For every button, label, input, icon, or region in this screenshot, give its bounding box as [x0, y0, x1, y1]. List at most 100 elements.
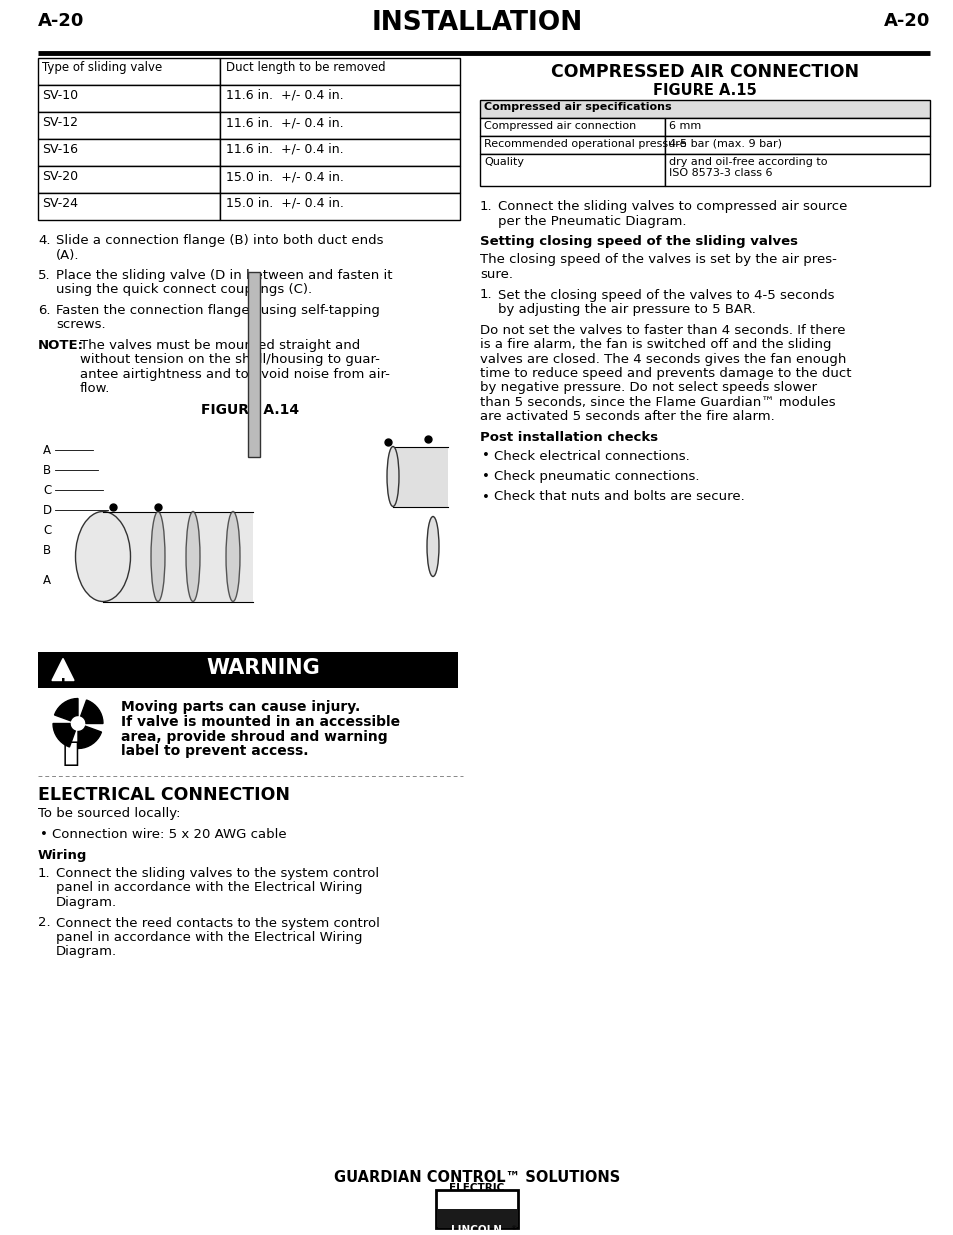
- Bar: [38, 652, 457, 688]
- Text: dry and oil-free according to: dry and oil-free according to: [668, 157, 826, 167]
- Text: WARNING: WARNING: [206, 657, 319, 678]
- Bar: [664, 154, 929, 186]
- Text: C: C: [43, 484, 51, 498]
- Text: SV-20: SV-20: [42, 170, 78, 183]
- Text: by negative pressure. Do not select speeds slower: by negative pressure. Do not select spee…: [479, 382, 816, 394]
- Text: antee airtightness and to avoid noise from air-: antee airtightness and to avoid noise fr…: [80, 368, 390, 382]
- Text: Place the sliding valve (D in between and fasten it: Place the sliding valve (D in between an…: [56, 269, 392, 282]
- Bar: [248, 272, 260, 457]
- Text: panel in accordance with the Electrical Wiring: panel in accordance with the Electrical …: [56, 931, 362, 944]
- Text: by adjusting the air pressure to 5 BAR.: by adjusting the air pressure to 5 BAR.: [497, 303, 755, 316]
- Bar: [38, 165, 220, 193]
- Text: B: B: [43, 464, 51, 478]
- Text: SV-10: SV-10: [42, 89, 78, 103]
- Bar: [479, 136, 664, 154]
- Bar: [479, 100, 929, 119]
- Text: SV-12: SV-12: [42, 116, 78, 128]
- Text: Connection wire: 5 x 20 AWG cable: Connection wire: 5 x 20 AWG cable: [52, 827, 286, 841]
- Text: screws.: screws.: [56, 319, 106, 331]
- Text: 2.: 2.: [38, 916, 51, 930]
- Ellipse shape: [151, 511, 165, 601]
- Text: Check electrical connections.: Check electrical connections.: [494, 450, 689, 462]
- Polygon shape: [81, 700, 103, 724]
- Text: label to prevent access.: label to prevent access.: [121, 745, 308, 758]
- Ellipse shape: [75, 511, 131, 601]
- Text: is a fire alarm, the fan is switched off and the sliding: is a fire alarm, the fan is switched off…: [479, 338, 831, 351]
- Text: A-20: A-20: [38, 12, 84, 30]
- Text: 15.0 in.  +/- 0.4 in.: 15.0 in. +/- 0.4 in.: [226, 198, 343, 210]
- Text: INSTALLATION: INSTALLATION: [371, 10, 582, 36]
- Text: 4-5 bar (max. 9 bar): 4-5 bar (max. 9 bar): [668, 140, 781, 149]
- Text: 15.0 in.  +/- 0.4 in.: 15.0 in. +/- 0.4 in.: [226, 170, 343, 183]
- Text: To be sourced locally:: To be sourced locally:: [38, 808, 180, 820]
- Text: Slide a connection flange (B) into both duct ends: Slide a connection flange (B) into both …: [56, 233, 383, 247]
- Text: 1.: 1.: [479, 200, 492, 212]
- Bar: [664, 119, 929, 136]
- Bar: [436, 1191, 517, 1228]
- Text: Compressed air specifications: Compressed air specifications: [483, 103, 671, 112]
- Bar: [664, 136, 929, 154]
- Text: ELECTRIC: ELECTRIC: [449, 1183, 504, 1193]
- Text: Diagram.: Diagram.: [56, 946, 117, 958]
- Text: NOTE:: NOTE:: [38, 338, 84, 352]
- Bar: [103, 511, 253, 601]
- Text: are activated 5 seconds after the fire alarm.: are activated 5 seconds after the fire a…: [479, 410, 774, 424]
- Text: Duct length to be removed: Duct length to be removed: [226, 61, 385, 74]
- Text: panel in accordance with the Electrical Wiring: panel in accordance with the Electrical …: [56, 882, 362, 894]
- Bar: [38, 85, 220, 112]
- Text: •: •: [40, 827, 48, 841]
- Text: •: •: [481, 450, 489, 462]
- Bar: [479, 119, 664, 136]
- Text: D: D: [43, 505, 52, 517]
- Text: time to reduce speed and prevents damage to the duct: time to reduce speed and prevents damage…: [479, 367, 851, 380]
- Text: valves are closed. The 4 seconds gives the fan enough: valves are closed. The 4 seconds gives t…: [479, 352, 845, 366]
- Polygon shape: [54, 699, 78, 721]
- Text: 11.6 in.  +/- 0.4 in.: 11.6 in. +/- 0.4 in.: [226, 143, 343, 156]
- Text: 1.: 1.: [479, 289, 492, 301]
- Text: Fasten the connection flanges using self-tapping: Fasten the connection flanges using self…: [56, 304, 379, 317]
- Text: A: A: [43, 445, 51, 457]
- Text: Moving parts can cause injury.: Moving parts can cause injury.: [121, 699, 360, 714]
- Text: Compressed air connection: Compressed air connection: [483, 121, 636, 131]
- Text: Connect the sliding valves to the system control: Connect the sliding valves to the system…: [56, 867, 378, 881]
- Text: SV-16: SV-16: [42, 143, 78, 156]
- Text: Set the closing speed of the valves to 4-5 seconds: Set the closing speed of the valves to 4…: [497, 289, 834, 301]
- Text: ISO 8573-3 class 6: ISO 8573-3 class 6: [668, 168, 772, 178]
- Text: Type of sliding valve: Type of sliding valve: [42, 61, 162, 74]
- Text: Connect the reed contacts to the system control: Connect the reed contacts to the system …: [56, 916, 379, 930]
- Text: The valves must be mounted straight and: The valves must be mounted straight and: [80, 338, 360, 352]
- Text: ELECTRICAL CONNECTION: ELECTRICAL CONNECTION: [38, 785, 290, 804]
- Text: 4.: 4.: [38, 233, 51, 247]
- Text: 11.6 in.  +/- 0.4 in.: 11.6 in. +/- 0.4 in.: [226, 116, 343, 128]
- Text: COMPRESSED AIR CONNECTION: COMPRESSED AIR CONNECTION: [551, 63, 858, 82]
- Ellipse shape: [226, 511, 240, 601]
- Ellipse shape: [186, 511, 200, 601]
- Text: ✋: ✋: [63, 739, 79, 767]
- Text: GUARDIAN CONTROL™ SOLUTIONS: GUARDIAN CONTROL™ SOLUTIONS: [334, 1170, 619, 1186]
- Text: per the Pneumatic Diagram.: per the Pneumatic Diagram.: [497, 215, 686, 227]
- Text: SV-24: SV-24: [42, 198, 78, 210]
- Polygon shape: [53, 724, 75, 747]
- Text: Check that nuts and bolts are secure.: Check that nuts and bolts are secure.: [494, 490, 744, 504]
- Text: 1.: 1.: [38, 867, 51, 881]
- Text: Check pneumatic connections.: Check pneumatic connections.: [494, 471, 699, 483]
- Text: 6 mm: 6 mm: [668, 121, 700, 131]
- Text: area, provide shroud and warning: area, provide shroud and warning: [121, 730, 387, 743]
- Text: than 5 seconds, since the Flame Guardian™ modules: than 5 seconds, since the Flame Guardian…: [479, 396, 835, 409]
- Bar: [220, 112, 459, 140]
- Ellipse shape: [387, 447, 398, 506]
- Text: FIGURE A.14: FIGURE A.14: [201, 403, 298, 417]
- Bar: [220, 85, 459, 112]
- Text: The closing speed of the valves is set by the air pres-: The closing speed of the valves is set b…: [479, 253, 836, 267]
- Text: Post installation checks: Post installation checks: [479, 431, 658, 445]
- Text: Diagram.: Diagram.: [56, 897, 117, 909]
- Text: If valve is mounted in an accessible: If valve is mounted in an accessible: [121, 715, 399, 729]
- Text: without tension on the shell/housing to guar-: without tension on the shell/housing to …: [80, 353, 379, 367]
- Text: A: A: [43, 574, 51, 588]
- Text: (A).: (A).: [56, 248, 79, 262]
- Text: LINCOLN: LINCOLN: [451, 1225, 502, 1235]
- Polygon shape: [78, 726, 101, 748]
- Text: Connect the sliding valves to compressed air source: Connect the sliding valves to compressed…: [497, 200, 846, 212]
- Bar: [38, 58, 220, 85]
- Bar: [38, 193, 220, 220]
